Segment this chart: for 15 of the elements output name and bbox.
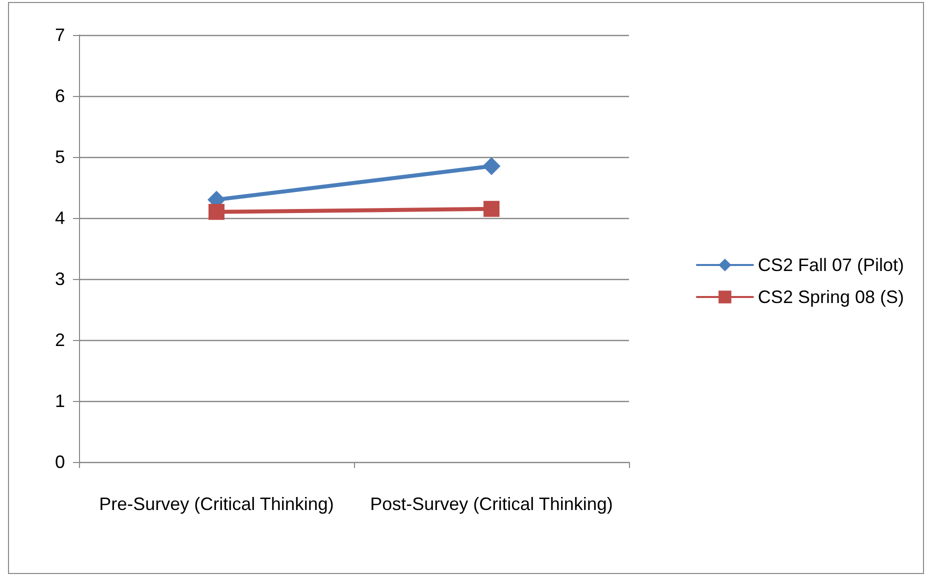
point (484, 200, 500, 217)
y-tick-label: 5 (54, 147, 65, 167)
y-tick-label: 2 (54, 330, 65, 350)
y-tick-label: 7 (54, 25, 65, 45)
y-tick-label: 6 (54, 86, 65, 106)
x-tick-label: Post-Survey (Critical Thinking) (370, 494, 613, 514)
x-tick-label: Pre-Survey (Critical Thinking) (99, 494, 334, 514)
point (208, 204, 224, 220)
point (482, 157, 500, 176)
y-tick-label: 1 (54, 391, 65, 411)
y-tick-label: 0 (54, 452, 65, 472)
legend-label: CS2 Spring 08 (S) (758, 287, 904, 307)
y-tick-label: 3 (54, 269, 65, 289)
legend-label: CS2 Fall 07 (Pilot) (758, 255, 904, 275)
y-tick-label: 4 (54, 208, 65, 228)
